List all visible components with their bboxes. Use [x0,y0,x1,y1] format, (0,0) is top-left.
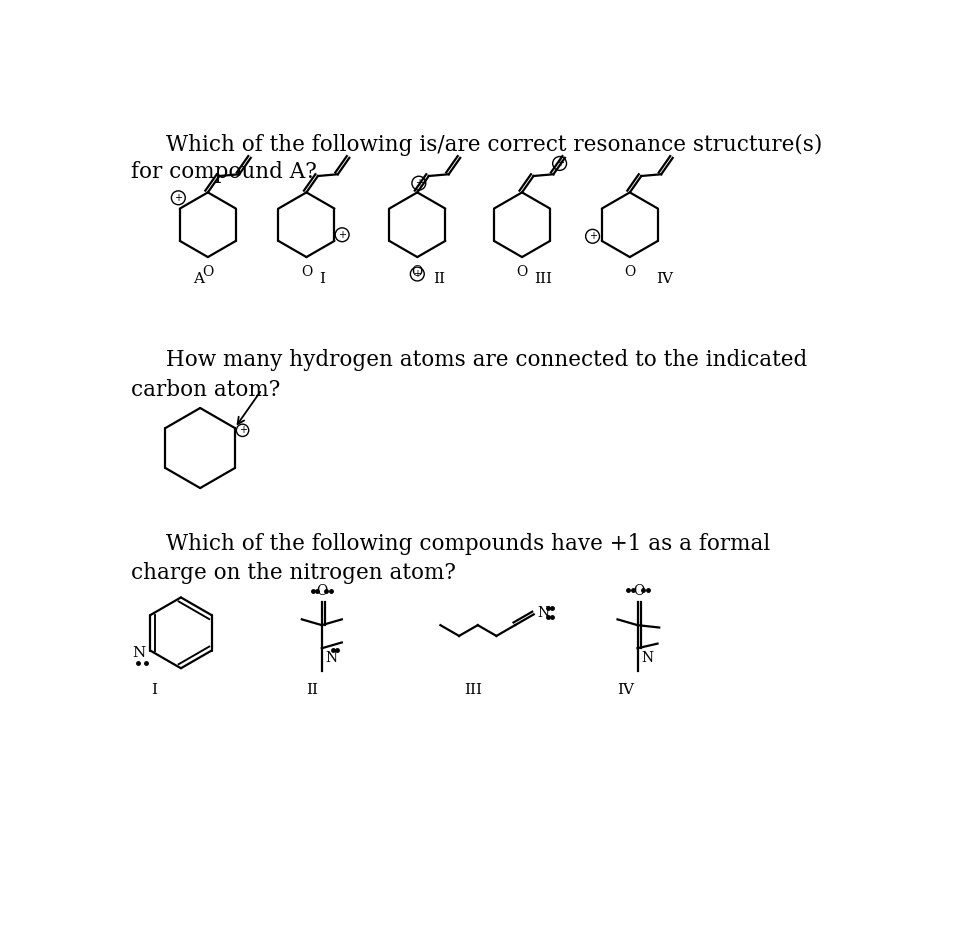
Text: O: O [624,265,636,279]
Text: O: O [517,265,527,279]
Text: +: + [413,269,421,279]
Text: +: + [414,178,423,188]
Text: Which of the following compounds have +1 as a formal: Which of the following compounds have +1… [165,533,770,555]
Text: N: N [641,651,654,665]
Text: O: O [300,265,312,279]
Text: I: I [319,272,325,286]
Text: carbon atom?: carbon atom? [130,379,280,401]
Text: +: + [174,193,183,203]
Text: IV: IV [656,272,673,286]
Text: N: N [132,646,146,660]
Text: II: II [433,272,445,286]
Text: II: II [306,683,318,697]
Text: +: + [555,158,563,168]
Text: III: III [465,683,482,697]
Text: IV: IV [616,683,634,697]
Text: N: N [325,651,337,665]
Text: +: + [588,231,597,241]
Text: N: N [538,606,550,620]
Text: I: I [151,683,156,697]
Text: A: A [193,272,204,286]
Text: for compound A?: for compound A? [130,161,317,183]
Text: III: III [534,272,553,286]
Text: charge on the nitrogen atom?: charge on the nitrogen atom? [130,562,456,584]
Text: O: O [634,584,644,598]
Text: +: + [239,425,246,435]
Text: How many hydrogen atoms are connected to the indicated: How many hydrogen atoms are connected to… [165,349,807,372]
Text: +: + [338,229,346,240]
Text: O: O [412,265,423,279]
Text: O: O [202,265,213,279]
Text: O: O [316,584,327,598]
Text: Which of the following is/are correct resonance structure(s): Which of the following is/are correct re… [165,134,822,156]
